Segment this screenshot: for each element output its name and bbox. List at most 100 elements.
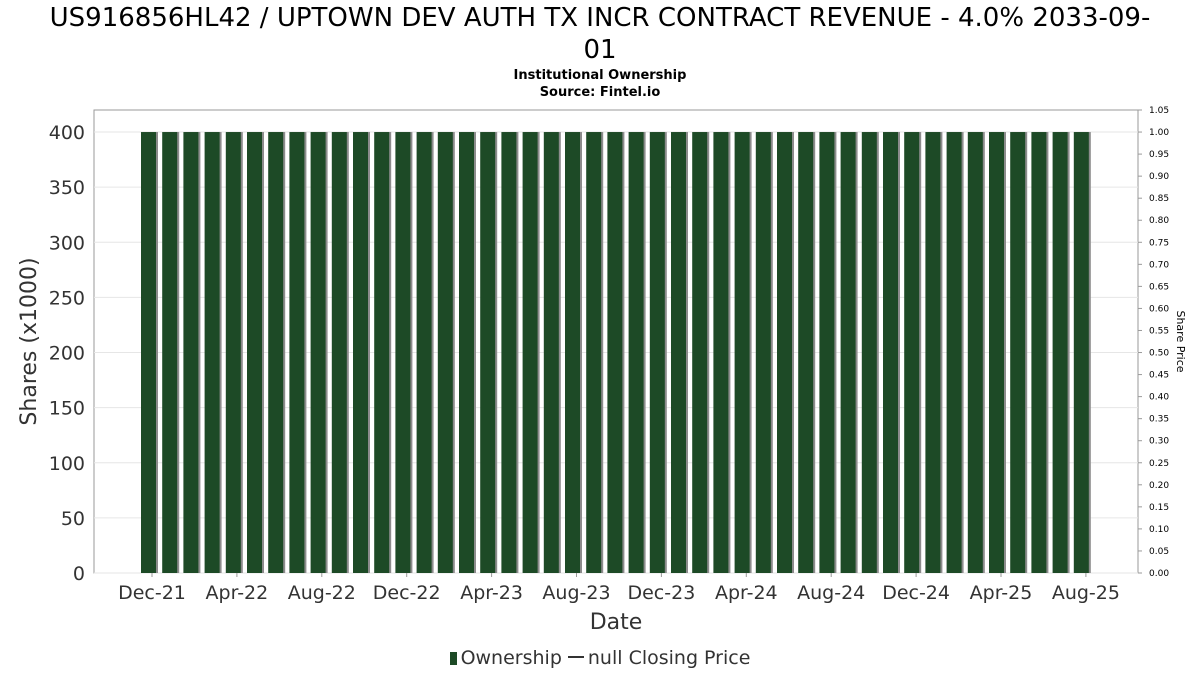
y-tick-label: 0 [73, 563, 85, 585]
x-tick-label: Aug-23 [542, 582, 610, 604]
ownership-bar [925, 132, 941, 574]
ownership-bar [607, 132, 623, 574]
y2-tick-label: 0.60 [1149, 304, 1169, 314]
y-tick-label: 400 [49, 122, 85, 144]
chart-title-line1: US916856HL42 / UPTOWN DEV AUTH TX INCR C… [49, 3, 1151, 33]
ownership-legend-label: Ownership [460, 647, 562, 669]
ownership-bar [840, 132, 856, 574]
ownership-bar [501, 132, 517, 574]
x-tick-label: Aug-24 [797, 582, 865, 604]
ownership-bar [671, 132, 686, 574]
ownership-bar [777, 132, 792, 574]
x-tick-label: Aug-25 [1052, 582, 1120, 604]
y2-tick-label: 0.65 [1149, 282, 1169, 292]
y2-tick-label: 0.75 [1149, 238, 1169, 248]
ownership-bar [819, 132, 835, 574]
x-tick-label: Dec-22 [373, 582, 441, 604]
price-legend-line [567, 656, 584, 658]
y2-tick-label: 0.10 [1149, 525, 1169, 535]
ownership-bar [141, 132, 156, 574]
ownership-bar [480, 132, 496, 574]
ownership-bar [628, 132, 644, 574]
ownership-bar [459, 132, 474, 574]
ownership-bar [416, 132, 432, 574]
ownership-bar [289, 132, 305, 574]
y-tick-label: 250 [49, 287, 85, 309]
ownership-bar [247, 132, 262, 574]
y2-tick-label: 0.80 [1149, 216, 1169, 226]
ownership-bar [713, 132, 729, 574]
ownership-bar [946, 132, 962, 574]
y2-tick-label: 0.70 [1149, 260, 1169, 270]
ownership-bar [225, 132, 241, 574]
chart-subtitle: Institutional Ownership [513, 68, 687, 83]
ownership-bar [649, 132, 665, 574]
ownership-bar [1031, 132, 1047, 574]
ownership-bar [331, 132, 347, 574]
ownership-bar [522, 132, 538, 574]
y2-tick-label: 0.15 [1149, 503, 1169, 513]
y2-tick-label: 0.30 [1149, 437, 1169, 447]
ownership-bar [798, 132, 814, 574]
y-tick-label: 100 [49, 453, 85, 475]
ownership-bar [1073, 132, 1089, 574]
ownership-bar [904, 132, 920, 574]
ownership-bar [1052, 132, 1068, 574]
ownership-bar [734, 132, 750, 574]
ownership-chart: 0 50 100 150 200 250 300 350 400 0.00 0.05 0.10 0.15… [17, 106, 1187, 635]
ownership-bar [268, 132, 284, 574]
ownership-bar [183, 132, 199, 574]
chart-title: US916856HL42 / UPTOWN DEV AUTH TX INCR C… [0, 2, 1200, 66]
x-tick-label: Aug-22 [288, 582, 356, 604]
y2-tick-label: 0.50 [1149, 349, 1169, 359]
x-axis-title: Date [590, 610, 643, 635]
ownership-bar [1010, 132, 1026, 574]
chart-source: Source: Fintel.io [539, 85, 661, 100]
y2-tick-label: 0.25 [1149, 459, 1169, 469]
y-axis-title: Shares (x1000) [17, 257, 42, 425]
y-tick-label: 150 [49, 398, 85, 420]
chart-legend: Ownership null Closing Price [0, 647, 1200, 669]
y2-tick-label: 0.45 [1149, 371, 1169, 381]
ownership-bar [967, 132, 983, 574]
ownership-bar [883, 132, 898, 574]
ownership-bar [310, 132, 326, 574]
y2-tick-label: 0.40 [1149, 393, 1169, 403]
ownership-bar [692, 132, 708, 574]
ownership-bar [989, 132, 1004, 574]
ownership-bar [565, 132, 580, 574]
y-tick-label: 350 [49, 177, 85, 199]
y2-tick-label: 0.20 [1149, 481, 1169, 491]
ownership-legend-swatch [449, 652, 457, 665]
x-tick-label: Dec-21 [118, 582, 186, 604]
x-tick-label: Apr-25 [970, 582, 1033, 604]
y-tick-label: 200 [49, 343, 85, 365]
y2-tick-label: 0.35 [1149, 415, 1169, 425]
ownership-bar [374, 132, 390, 574]
ownership-bar [755, 132, 771, 574]
ownership-bar [353, 132, 368, 574]
ownership-bar [395, 132, 411, 574]
y2-tick-label: 0.90 [1149, 172, 1169, 182]
x-tick-label: Apr-22 [206, 582, 269, 604]
ownership-bar [204, 132, 220, 574]
ownership-bar [543, 132, 559, 574]
y2-axis-title: Share Price [1174, 310, 1187, 372]
y2-tick-label: 0.00 [1149, 569, 1169, 579]
chart-title-line2: 01 [583, 35, 617, 65]
y2-tick-label: 1.00 [1149, 128, 1169, 138]
x-tick-label: Apr-23 [460, 582, 523, 604]
y-tick-label: 50 [61, 508, 85, 530]
y2-tick-label: 1.05 [1149, 106, 1169, 116]
ownership-bar [861, 132, 877, 574]
y2-tick-label: 0.05 [1149, 547, 1169, 557]
ownership-bar [586, 132, 602, 574]
y-tick-label: 300 [49, 232, 85, 254]
y2-tick-label: 0.95 [1149, 150, 1169, 160]
x-tick-label: Dec-24 [882, 582, 950, 604]
ownership-bar [437, 132, 453, 574]
y2-tick-label: 0.55 [1149, 326, 1169, 336]
x-tick-label: Dec-23 [627, 582, 695, 604]
x-tick-label: Apr-24 [715, 582, 778, 604]
ownership-bar [162, 132, 178, 574]
